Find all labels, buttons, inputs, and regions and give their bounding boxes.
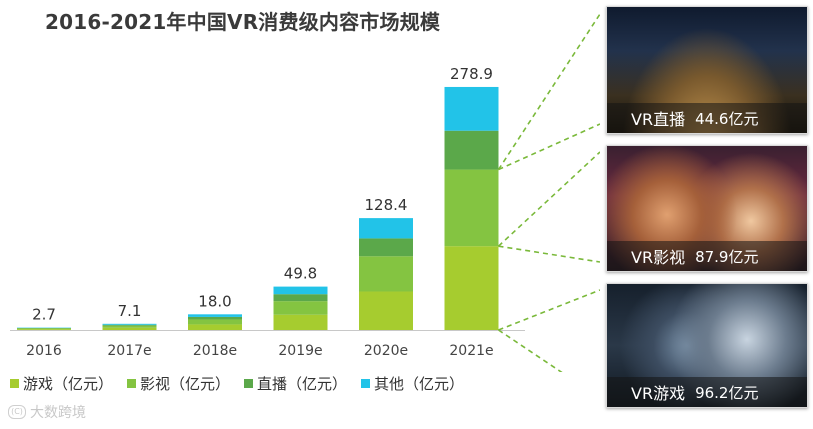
legend-label-film: 影视（亿元） (140, 375, 231, 393)
vr-game-panel: VR游戏 96.2亿元 (606, 283, 808, 408)
watermark: (C) 大数跨境 (8, 402, 86, 422)
bar-直播-2021e (444, 130, 499, 170)
total-label-2020e: 128.4 (365, 196, 408, 214)
connector-game-lower (498, 329, 563, 372)
bar-直播-2018e (188, 316, 242, 320)
vr-film-caption: VR影视 87.9亿元 (607, 241, 807, 271)
watermark-icon: (C) (8, 405, 26, 419)
watermark-text: 大数跨境 (30, 405, 86, 421)
connector-live-upper (497, 13, 600, 171)
vr-game-label: VR游戏 (631, 384, 686, 403)
total-label-2019e: 49.8 (284, 265, 317, 283)
bar-其他-2017e (102, 323, 157, 325)
vr-game-value: 96.2亿元 (695, 383, 759, 402)
vr-live-label: VR直播 (631, 110, 686, 129)
vr-game-caption: VR游戏 96.2亿元 (607, 377, 807, 407)
bar-直播-2019e (273, 294, 328, 302)
legend-swatch-film (127, 379, 137, 388)
bar-其他-2020e (359, 218, 413, 239)
legend-item-game: 游戏（亿元） (10, 373, 113, 394)
bar-影视-2017e (102, 325, 157, 328)
bar-影视-2020e (359, 256, 413, 292)
bar-其他-2021e (444, 86, 499, 131)
x-tick-label-2019e: 2019e (278, 343, 322, 359)
vr-film-panel: VR影视 87.9亿元 (606, 145, 808, 272)
bar-游戏-2019e (273, 314, 328, 330)
connector-film-upper (497, 151, 600, 247)
bar-游戏-2020e (359, 291, 413, 330)
connector-live-lower (498, 123, 600, 171)
stacked-bar-chart: 2.7 2016 7.1 2017e 18.0 2018e 49.8 2019e 128.4 20… (10, 13, 600, 372)
chart-title: 2016-2021年中国VR消费级内容市场规模 (45, 10, 441, 34)
legend-swatch-game (10, 379, 19, 388)
bar-游戏-2021e (444, 246, 499, 330)
bar-影视-2016 (17, 328, 71, 330)
x-tick-label-2021e: 2021e (449, 343, 493, 359)
total-label-2016: 2.7 (32, 306, 56, 324)
bar-影视-2019e (273, 301, 328, 315)
bar-直播-2020e (359, 238, 413, 257)
vr-live-caption: VR直播 44.6亿元 (607, 103, 807, 133)
vr-live-value: 44.6亿元 (695, 109, 759, 128)
bar-影视-2021e (444, 169, 499, 247)
legend-item-other: 其他（亿元） (361, 373, 464, 394)
total-label-2018e: 18.0 (198, 292, 231, 310)
legend-label-live: 直播（亿元） (257, 375, 348, 393)
chart-legend: 游戏（亿元） 影视（亿元） 直播（亿元） 其他（亿元） (10, 373, 478, 394)
total-label-2021e: 278.9 (450, 65, 493, 83)
legend-item-film: 影视（亿元） (127, 373, 230, 394)
bar-影视-2018e (188, 319, 242, 325)
bar-其他-2018e (188, 314, 242, 317)
vr-film-value: 87.9亿元 (695, 247, 759, 266)
x-tick-label-2016: 2016 (26, 343, 62, 359)
bar-游戏-2016 (17, 329, 71, 330)
total-label-2017e: 7.1 (118, 302, 142, 320)
legend-label-game: 游戏（亿元） (23, 375, 114, 393)
x-tick-label-2018e: 2018e (193, 343, 237, 359)
legend-swatch-live (244, 379, 254, 388)
vr-film-label: VR影视 (631, 248, 686, 267)
legend-swatch-other (361, 379, 371, 388)
legend-item-live: 直播（亿元） (244, 373, 347, 394)
x-tick-label-2017e: 2017e (107, 343, 151, 359)
bar-游戏-2018e (188, 324, 242, 330)
bar-直播-2017e (102, 324, 157, 326)
vr-live-panel: VR直播 44.6亿元 (606, 6, 808, 134)
bar-其他-2019e (273, 286, 328, 295)
connector-film-lower (498, 245, 600, 263)
legend-label-other: 其他（亿元） (374, 375, 465, 393)
x-tick-label-2020e: 2020e (364, 343, 408, 359)
connector-game-upper (498, 289, 600, 331)
bar-游戏-2017e (102, 327, 157, 330)
